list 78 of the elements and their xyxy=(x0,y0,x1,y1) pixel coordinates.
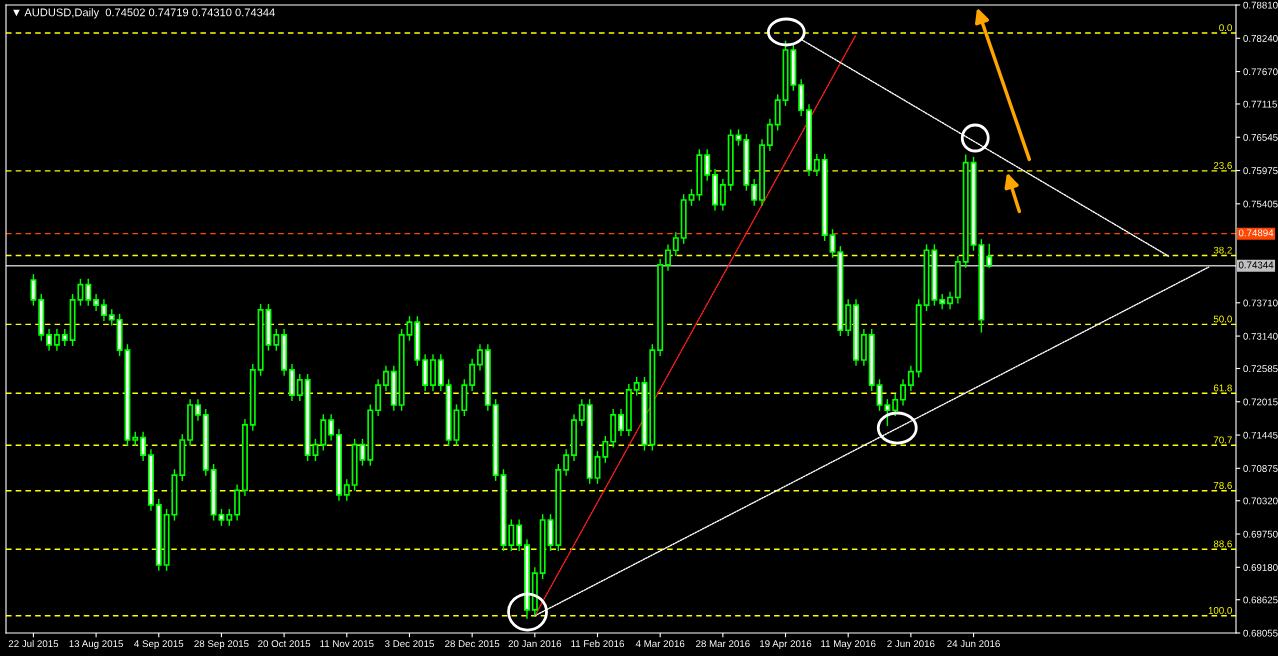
x-tick-label: 2 Jun 2016 xyxy=(887,640,935,648)
annotation: 78.6 xyxy=(1213,482,1232,489)
x-tick-label: 4 Sep 2015 xyxy=(134,640,184,650)
candlestick xyxy=(46,328,53,352)
x-tick-label: 13 Aug 2015 xyxy=(69,640,123,650)
annotation: 100.0 xyxy=(1208,606,1232,614)
y-tick-label: 0.69750 xyxy=(1243,530,1278,538)
candlestick xyxy=(751,178,758,207)
candlestick xyxy=(907,365,914,392)
candlestick xyxy=(194,398,201,422)
candlestick xyxy=(986,243,993,269)
x-tick-label: 19 Apr 2016 xyxy=(760,640,812,650)
candlestick xyxy=(665,243,671,272)
chart-title: ▼ AUDUSD,Daily 0.74502 0.74719 0.74310 0.74344 xyxy=(13,8,275,19)
annotation: 88.6 xyxy=(1213,540,1232,548)
x-tick-label: 28 Dec 2015 xyxy=(445,640,500,648)
y-tick-label: 0.78240 xyxy=(1243,35,1278,42)
annotation: 38.2 xyxy=(1213,246,1232,254)
x-tick-label: 20 Oct 2015 xyxy=(258,640,311,648)
y-tick-label: 0.68055 xyxy=(1243,629,1278,637)
candlestick xyxy=(30,273,37,307)
candlestick xyxy=(343,478,350,502)
y-tick-label: 0.75975 xyxy=(1243,167,1278,175)
candlestick xyxy=(633,376,640,397)
y-tick-label: 0.72015 xyxy=(1243,398,1278,406)
annotation: 50.0 xyxy=(1213,315,1232,323)
y-tick-label: 0.70875 xyxy=(1243,465,1278,472)
candlestick xyxy=(382,365,389,392)
candlestick xyxy=(563,448,570,477)
ref-line-label: 0.74344 xyxy=(1238,261,1274,269)
y-tick-label: 0.72585 xyxy=(1243,365,1278,373)
candlestick xyxy=(469,358,476,392)
x-tick-label: 3 Dec 2015 xyxy=(384,640,434,648)
candlestick xyxy=(296,373,303,402)
ref-line-label: 0.74894 xyxy=(1238,229,1274,237)
y-tick-label: 0.69180 xyxy=(1243,564,1278,571)
candlestick xyxy=(719,178,726,212)
x-tick-label: 28 Sep 2015 xyxy=(194,640,249,650)
candlestick xyxy=(273,328,280,352)
candlestick xyxy=(618,408,624,437)
x-tick-label: 28 Mar 2016 xyxy=(696,640,750,648)
annotation: 0.0 xyxy=(1219,24,1232,32)
y-tick-label: 0.75405 xyxy=(1243,200,1278,208)
annotation: 61.8 xyxy=(1213,384,1232,392)
y-tick-label: 0.73140 xyxy=(1243,332,1278,340)
y-tick-label: 0.76545 xyxy=(1243,133,1278,141)
candlestick xyxy=(602,435,609,464)
x-tick-label: 22 Jul 2015 xyxy=(8,639,59,648)
x-tick-label: 20 Jan 2016 xyxy=(508,640,562,648)
candlestick xyxy=(892,393,899,417)
candlestick xyxy=(516,518,523,552)
candlestick xyxy=(100,298,107,322)
candlestick xyxy=(704,148,711,182)
candlestick xyxy=(900,378,907,407)
candlestick xyxy=(140,431,147,462)
candlestick xyxy=(328,413,335,442)
candlestick xyxy=(578,398,585,427)
annotation: 70.7 xyxy=(1213,436,1232,444)
x-tick-label: 11 May 2016 xyxy=(821,640,876,650)
annotation: 23.6 xyxy=(1213,162,1232,169)
y-tick-label: 0.73710 xyxy=(1243,299,1278,307)
y-tick-label: 0.68625 xyxy=(1243,596,1278,604)
x-tick-label: 11 Feb 2016 xyxy=(571,639,625,648)
candlestick xyxy=(476,343,483,372)
x-tick-label: 11 Nov 2015 xyxy=(320,640,374,648)
x-tick-label: 4 Mar 2016 xyxy=(635,640,685,648)
y-tick-label: 0.77670 xyxy=(1243,68,1278,76)
y-tick-label: 0.77115 xyxy=(1243,100,1277,108)
y-tick-label: 0.78810 xyxy=(1243,1,1278,9)
candlestick xyxy=(53,328,60,352)
y-tick-label: 0.70320 xyxy=(1243,497,1278,505)
y-tick-label: 0.71445 xyxy=(1243,431,1278,439)
candlestick xyxy=(85,278,92,307)
candlestick xyxy=(766,118,773,152)
candlestick xyxy=(508,518,515,552)
x-tick-label: 24 Jun 2016 xyxy=(947,640,1000,648)
candlestick xyxy=(672,231,679,257)
candlestick xyxy=(813,153,820,177)
